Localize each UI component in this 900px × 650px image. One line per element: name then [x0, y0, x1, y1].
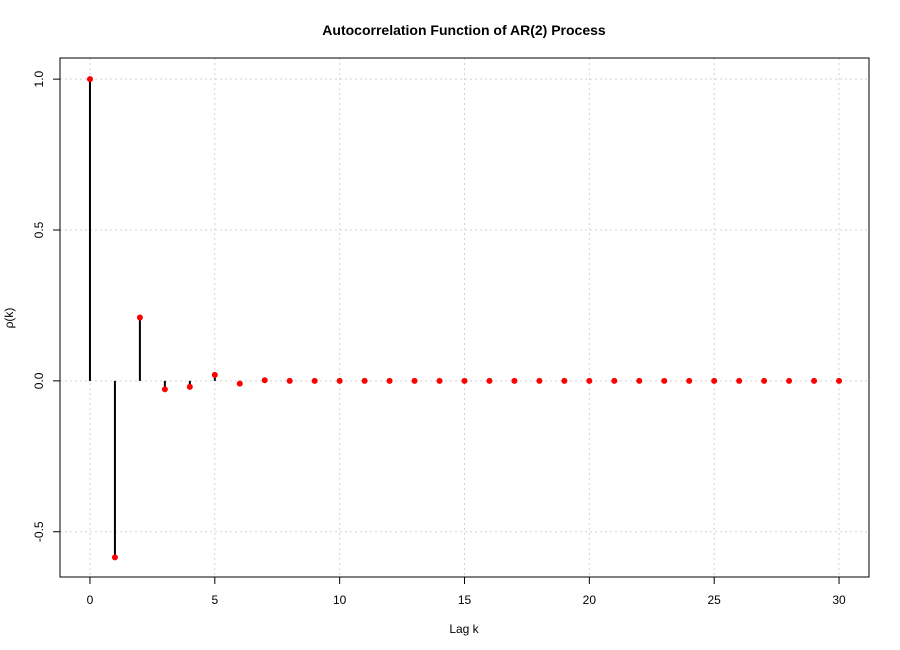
data-point	[361, 377, 368, 384]
points	[86, 76, 843, 561]
y-axis-label: ρ(k)	[2, 308, 16, 329]
data-point	[86, 76, 93, 83]
y-tick-label: 0.5	[32, 221, 46, 238]
data-point	[511, 377, 518, 384]
data-point	[411, 377, 418, 384]
x-tick-label: 20	[583, 593, 597, 607]
data-point	[786, 377, 793, 384]
x-tick-label: 15	[458, 593, 472, 607]
data-point	[686, 377, 693, 384]
data-point	[711, 377, 718, 384]
data-point	[161, 386, 168, 393]
y-tick-label: -0.5	[32, 521, 46, 542]
y-axis: -0.5 0.0 0.5 1.0	[32, 70, 61, 542]
x-tick-label: 30	[832, 593, 846, 607]
data-point	[261, 377, 268, 384]
x-tick-label: 10	[333, 593, 347, 607]
x-tick-label: 25	[708, 593, 722, 607]
data-point	[761, 377, 768, 384]
chart-title: Autocorrelation Function of AR(2) Proces…	[322, 22, 606, 38]
x-tick-label: 5	[211, 593, 218, 607]
data-point	[311, 377, 318, 384]
data-point	[561, 377, 568, 384]
data-point	[636, 377, 643, 384]
y-tick-label: 0.0	[32, 372, 46, 389]
x-tick-label: 0	[87, 593, 94, 607]
grid	[60, 58, 869, 577]
data-point	[661, 377, 668, 384]
y-tick-label: 1.0	[32, 70, 46, 87]
data-point	[836, 377, 843, 384]
data-point	[461, 377, 468, 384]
data-point	[486, 377, 493, 384]
data-point	[211, 371, 218, 378]
data-point	[336, 377, 343, 384]
data-point	[111, 554, 118, 561]
data-point	[436, 377, 443, 384]
data-point	[236, 380, 243, 387]
data-point	[386, 377, 393, 384]
data-point	[536, 377, 543, 384]
data-point	[811, 377, 818, 384]
data-point	[736, 377, 743, 384]
data-point	[611, 377, 618, 384]
data-point	[286, 377, 293, 384]
x-axis-label: Lag k	[449, 622, 479, 636]
x-axis: 0 5 10 15 20 25 30	[87, 576, 846, 607]
data-point	[186, 383, 193, 390]
stems	[88, 79, 266, 558]
data-point	[136, 314, 143, 321]
data-point	[586, 377, 593, 384]
